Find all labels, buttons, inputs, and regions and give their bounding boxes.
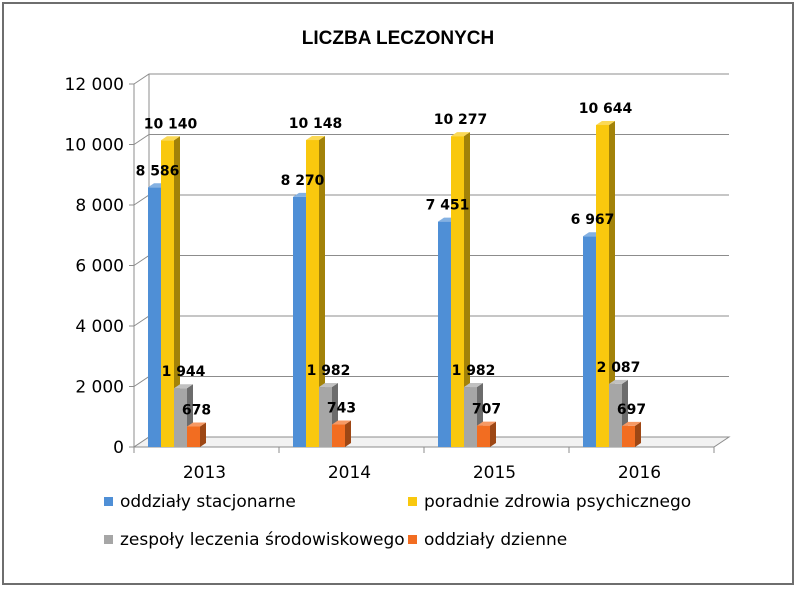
gridline [133, 376, 729, 387]
bar-front [148, 187, 161, 447]
bar-front [319, 387, 332, 447]
bar-top [464, 383, 483, 388]
bar-front [464, 387, 477, 447]
legend: oddziały stacjonarne poradnie zdrowia psy… [104, 492, 691, 550]
bar-top [451, 132, 470, 137]
data-label: 1 944 [162, 364, 206, 380]
data-label: 10 140 [144, 116, 198, 132]
gridline [133, 73, 729, 85]
bar [161, 136, 180, 447]
x-tick-label: 2016 [618, 463, 661, 483]
bar-top [609, 379, 628, 384]
bar [451, 132, 470, 448]
bar-top [306, 136, 325, 141]
chart-title: LICZBA LECZONYCH [302, 28, 494, 49]
bar-front [477, 425, 490, 447]
data-label: 8 270 [281, 173, 325, 189]
legend-swatch [104, 497, 113, 506]
bar-top [477, 421, 496, 426]
legend-item: poradnie zdrowia psychicznego [408, 492, 691, 512]
bar-front [161, 140, 174, 447]
y-tick-label: 10 000 [65, 136, 124, 156]
bar [596, 121, 615, 448]
bar [187, 422, 206, 447]
y-axis-ticks: 0 2 000 4 000 6 000 8 000 10 000 12 000 [65, 75, 124, 458]
x-tick-label: 2013 [183, 463, 226, 483]
gridlines [129, 73, 729, 448]
bar-front [187, 426, 200, 447]
bar-front [583, 236, 596, 447]
bar-side [174, 136, 180, 447]
bar-top [596, 121, 615, 126]
data-label: 707 [472, 402, 501, 418]
legend-item: oddziały stacjonarne [104, 492, 296, 512]
bar-top [174, 384, 193, 389]
data-label: 743 [327, 401, 356, 417]
data-label: 1 982 [307, 363, 351, 379]
x-tick-label: 2014 [328, 463, 371, 483]
bar-front [174, 388, 187, 447]
data-label: 10 148 [289, 116, 343, 132]
y-tick-label: 4 000 [75, 317, 124, 337]
legend-label: poradnie zdrowia psychicznego [424, 492, 691, 512]
bar [306, 136, 325, 447]
data-label: 10 277 [434, 112, 488, 128]
legend-swatch [104, 535, 113, 544]
data-label: 7 451 [426, 198, 470, 214]
y-tick-label: 0 [113, 438, 124, 458]
data-label: 10 644 [579, 101, 633, 117]
bar-front [293, 196, 306, 447]
gridline [133, 255, 729, 266]
bar-side [200, 422, 206, 447]
bar-side [319, 136, 325, 447]
bar-side [635, 421, 641, 447]
data-label: 6 967 [571, 212, 615, 228]
x-tick-label: 2015 [473, 463, 516, 483]
data-label: 1 982 [452, 363, 496, 379]
bar-top [319, 383, 338, 388]
x-axis-ticks: 2013 2014 2015 2016 [133, 447, 715, 483]
gridline [133, 315, 729, 327]
bar-side [464, 132, 470, 448]
bar [332, 420, 351, 447]
y-tick-label: 12 000 [65, 75, 124, 95]
legend-item: oddziały dzienne [408, 530, 567, 550]
legend-swatch [408, 535, 417, 544]
bar-side [490, 421, 496, 447]
legend-swatch [408, 497, 417, 506]
bar-side [345, 420, 351, 447]
data-label: 2 087 [597, 360, 641, 376]
y-tick-label: 6 000 [75, 257, 124, 277]
bar-front [438, 221, 451, 447]
bar [622, 421, 641, 447]
data-labels: 8 586 10 140 1 944 678 8 270 10 148 1 982 743 7 … [136, 101, 647, 418]
bar-front [451, 136, 464, 448]
data-label: 8 586 [136, 163, 180, 179]
bar-front [596, 125, 609, 448]
bar-top [161, 136, 180, 141]
bar-front [622, 425, 635, 447]
bar-side [609, 121, 615, 448]
gridline [133, 134, 729, 145]
bar-front [609, 383, 622, 447]
bar [477, 421, 496, 447]
bar-front [306, 140, 319, 447]
legend-label: oddziały dzienne [424, 530, 567, 550]
bars [148, 121, 641, 448]
bar-top [332, 420, 351, 425]
legend-label: zespoły leczenia środowiskowego [120, 530, 405, 550]
data-label: 697 [617, 402, 646, 418]
bar-top [187, 422, 206, 427]
legend-item: zespoły leczenia środowiskowego [104, 530, 405, 550]
legend-label: oddziały stacjonarne [120, 492, 296, 512]
data-label: 678 [182, 402, 211, 418]
y-tick-label: 2 000 [75, 378, 124, 398]
bar-top [622, 421, 641, 426]
plot-walls [132, 74, 731, 448]
y-tick-label: 8 000 [75, 196, 124, 216]
floor [132, 436, 731, 448]
bar-front [332, 424, 345, 447]
